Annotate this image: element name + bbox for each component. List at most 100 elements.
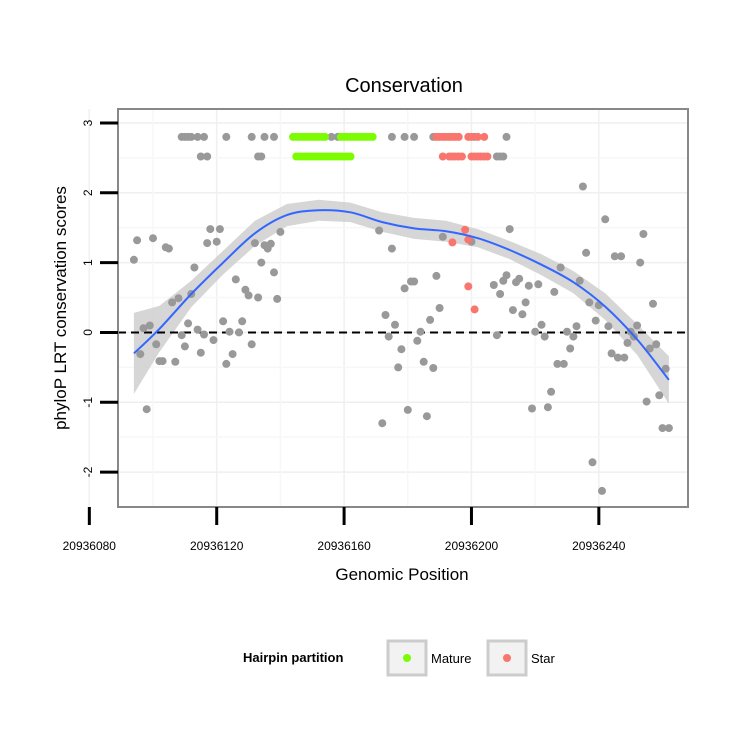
- scores-point: [534, 280, 543, 289]
- legend-title: Hairpin partition: [243, 650, 343, 665]
- star-point: [464, 282, 473, 291]
- star-point: [473, 132, 482, 141]
- scores-point: [598, 486, 606, 495]
- y-tick-label: -2: [81, 466, 95, 477]
- scores-point: [642, 397, 651, 406]
- x-axis-label: Genomic Position: [335, 565, 468, 584]
- legend-label-mature: Mature: [431, 651, 471, 666]
- scores-top-point: [410, 132, 419, 141]
- scores-point: [180, 342, 189, 351]
- legend-key-star: [486, 639, 528, 677]
- scores-point: [400, 284, 409, 293]
- x-tick-label: 20936160: [317, 539, 371, 553]
- scores-point: [196, 348, 205, 357]
- scores-point: [397, 345, 406, 354]
- scores-point: [492, 331, 501, 340]
- scores-point: [572, 322, 581, 331]
- scores-point: [168, 298, 177, 307]
- y-tick-label: -1: [81, 397, 95, 408]
- x-tick-label: 20936120: [190, 539, 244, 553]
- y-tick-label: 1: [81, 259, 95, 266]
- scores-point: [416, 327, 425, 336]
- scores-point: [149, 234, 157, 243]
- scores-point: [152, 340, 161, 349]
- x-tick-label: 20936240: [572, 539, 626, 553]
- scores-point: [136, 350, 145, 359]
- scores-point: [145, 321, 154, 330]
- scores-point: [422, 412, 431, 421]
- scores-top-point: [502, 132, 511, 141]
- star-point: [470, 305, 479, 314]
- star-point: [464, 132, 473, 141]
- scores-point: [206, 225, 215, 234]
- scores-top-point: [327, 132, 336, 141]
- scores-point: [604, 322, 613, 331]
- scores-point: [610, 252, 619, 261]
- scores-point: [636, 258, 645, 267]
- scores-point: [645, 344, 654, 353]
- scores-point: [591, 316, 600, 325]
- y-tick-label: 3: [81, 119, 95, 126]
- scores-top-point: [177, 132, 186, 141]
- scores-point: [537, 320, 546, 329]
- scores-point: [543, 403, 552, 412]
- scores-point: [161, 243, 170, 252]
- scores-point: [582, 248, 591, 257]
- scores-top-point: [260, 132, 269, 141]
- scores-point: [381, 311, 390, 319]
- scores-point: [387, 244, 396, 253]
- legend-label-star: Star: [531, 651, 556, 666]
- scores-point: [547, 387, 556, 396]
- scores-point: [155, 357, 164, 366]
- scores-point: [617, 252, 626, 261]
- star-point: [467, 152, 476, 161]
- scores-point: [215, 225, 224, 234]
- scores-point: [419, 357, 428, 366]
- scores-point: [521, 298, 530, 307]
- scores-point: [403, 405, 412, 414]
- scores-point: [531, 327, 540, 336]
- scores-point: [553, 359, 562, 368]
- scores-point: [569, 332, 578, 341]
- scores-point: [623, 338, 632, 347]
- mature-point: [336, 132, 345, 141]
- scores-point: [139, 324, 148, 333]
- scores-top-point: [193, 132, 202, 141]
- scores-point: [524, 281, 533, 290]
- scores-top-point: [492, 152, 501, 161]
- star-point: [461, 225, 470, 234]
- y-axis-label: phyloP LRT conservation scores: [51, 186, 70, 430]
- scores-point: [200, 330, 208, 339]
- scores-point: [225, 327, 234, 336]
- scores-point: [578, 182, 587, 191]
- scores-point: [512, 278, 520, 287]
- legend-dot-mature: [403, 654, 411, 662]
- scores-top-point: [254, 152, 263, 161]
- scores-point: [559, 359, 568, 368]
- scores-point: [142, 405, 151, 414]
- scores-point: [620, 353, 629, 362]
- scores-point: [254, 293, 263, 302]
- legend-entry-star: Star: [486, 639, 556, 677]
- scores-point: [661, 364, 670, 373]
- scores-point: [496, 290, 505, 298]
- scores-point: [489, 281, 498, 289]
- scores-point: [655, 391, 664, 400]
- y-tick-label: 0: [81, 329, 95, 336]
- scores-point: [375, 226, 384, 235]
- scores-point: [652, 340, 661, 349]
- scores-point: [222, 359, 231, 368]
- scores-point: [658, 424, 667, 433]
- scores-point: [378, 419, 387, 428]
- x-tick-label: 20936200: [445, 539, 499, 553]
- scores-point: [270, 268, 278, 277]
- scores-point: [384, 332, 393, 341]
- scores-point: [129, 255, 138, 264]
- scores-point: [508, 306, 517, 315]
- star-point: [480, 132, 489, 141]
- y-tick-label: 2: [81, 189, 95, 196]
- scores-point: [235, 328, 243, 337]
- scores-point: [212, 237, 221, 246]
- scores-point: [607, 349, 616, 358]
- scores-point: [177, 331, 186, 340]
